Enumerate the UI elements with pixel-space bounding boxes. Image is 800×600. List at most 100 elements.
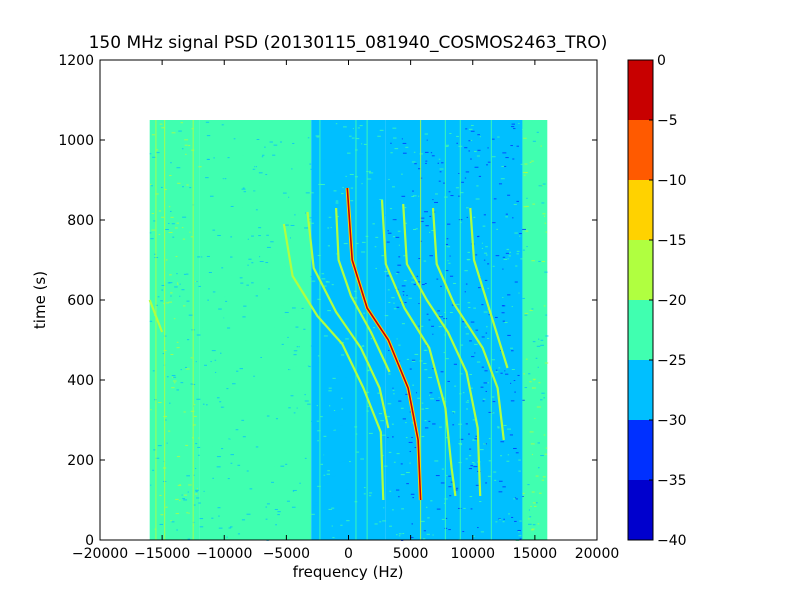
heatmap-cell (414, 353, 419, 355)
heatmap-cell (182, 238, 186, 240)
heatmap-cell (181, 227, 184, 229)
heatmap-cell (526, 197, 528, 199)
heatmap-cell (519, 520, 522, 522)
heatmap-cell (320, 463, 324, 465)
heatmap-cell (437, 162, 439, 164)
heatmap-noise (149, 121, 549, 541)
heatmap-cell (333, 172, 337, 174)
heatmap-cell (429, 215, 432, 217)
heatmap-cell (392, 127, 397, 129)
heatmap-cell (262, 388, 267, 390)
heatmap-cell (432, 534, 434, 536)
heatmap-cell (465, 333, 469, 335)
colorbar-tick-label: −25 (657, 353, 687, 369)
heatmap-cell (523, 174, 526, 176)
heatmap-cell (544, 271, 548, 273)
heatmap-cell (315, 135, 320, 137)
heatmap-cell (388, 373, 391, 375)
heatmap-cell (469, 448, 472, 450)
heatmap-cell (209, 253, 212, 255)
heatmap-cell (414, 163, 417, 165)
heatmap-cell (398, 533, 402, 535)
heatmap-cell (230, 236, 233, 238)
signal-trace (431, 207, 505, 441)
heatmap-cell (505, 216, 508, 218)
heatmap-cell (469, 496, 473, 498)
heatmap-cell (245, 340, 247, 342)
heatmap-cell (274, 508, 278, 510)
heatmap-cell (531, 454, 533, 456)
heatmap-cell (201, 251, 203, 253)
heatmap-cell (298, 382, 302, 384)
heatmap-cell (206, 135, 211, 137)
heatmap-cell (153, 449, 156, 451)
heatmap-cell (237, 292, 242, 294)
heatmap-cell (216, 397, 220, 399)
heatmap-cell (372, 245, 375, 247)
heatmap-cell (287, 336, 289, 338)
heatmap-cell (241, 327, 246, 329)
heatmap-cell (249, 488, 253, 490)
heatmap-cell (196, 281, 198, 283)
heatmap-cell (538, 185, 543, 187)
heatmap-cell (441, 162, 444, 164)
heatmap-cell (517, 374, 520, 376)
y-tick-label: 1200 (58, 53, 94, 69)
heatmap-cell (424, 420, 427, 422)
heatmap-cell (237, 145, 242, 147)
heatmap-cell (216, 466, 221, 468)
heatmap-cell (502, 521, 505, 523)
heatmap-cell (381, 233, 385, 235)
heatmap-cell (217, 507, 221, 509)
heatmap-cell (469, 374, 473, 376)
heatmap-cell (486, 326, 488, 328)
heatmap-cell (402, 533, 405, 535)
heatmap-cell (495, 255, 500, 257)
heatmap-cell (170, 292, 173, 294)
heatmap-cell (537, 366, 539, 368)
heatmap-cell (506, 460, 510, 462)
heatmap-cell (351, 488, 355, 490)
heatmap-cell (181, 148, 184, 150)
x-axis-ticks: −20000 −15000 −10000 −5000 0 5000 10000 15000 20… (72, 60, 619, 562)
heatmap-cell (374, 523, 378, 525)
heatmap-cell (345, 175, 347, 177)
heatmap-cell (265, 518, 268, 520)
heatmap-cell (362, 241, 366, 243)
heatmap-cell (435, 400, 440, 402)
heatmap-cell (406, 483, 409, 485)
heatmap-cell (246, 284, 249, 286)
heatmap-cell (421, 402, 424, 404)
heatmap-cell (341, 408, 344, 410)
heatmap-cell (307, 364, 312, 366)
heatmap-cell (152, 370, 155, 372)
heatmap-cell (503, 518, 505, 520)
heatmap-cell (428, 377, 433, 379)
heatmap-cell (200, 326, 203, 328)
heatmap-cell (420, 217, 425, 219)
heatmap-cell (446, 474, 448, 476)
heatmap-cell (321, 521, 324, 523)
heatmap-cell (217, 172, 220, 174)
heatmap-cell (396, 271, 400, 273)
heatmap-cell (304, 365, 309, 367)
heatmap-cell (531, 387, 534, 389)
heatmap-cell (176, 341, 179, 343)
heatmap-cell (465, 458, 468, 460)
heatmap-cell (411, 436, 413, 438)
heatmap-cell (393, 308, 397, 310)
heatmap-cell (515, 265, 518, 267)
heatmap-cell (363, 493, 366, 495)
heatmap-cell (176, 167, 181, 169)
heatmap-cell (417, 397, 421, 399)
heatmap-cell (465, 207, 469, 209)
heatmap-cell (505, 373, 509, 375)
heatmap-cell (285, 395, 288, 397)
heatmap-cell (376, 388, 379, 390)
heatmap-cell (471, 356, 475, 358)
heatmap-cell (491, 138, 495, 140)
heatmap-cell (542, 476, 546, 478)
colorbar-segment (628, 60, 653, 120)
heatmap-cell (375, 171, 378, 173)
x-tick-label: 15000 (513, 546, 558, 562)
